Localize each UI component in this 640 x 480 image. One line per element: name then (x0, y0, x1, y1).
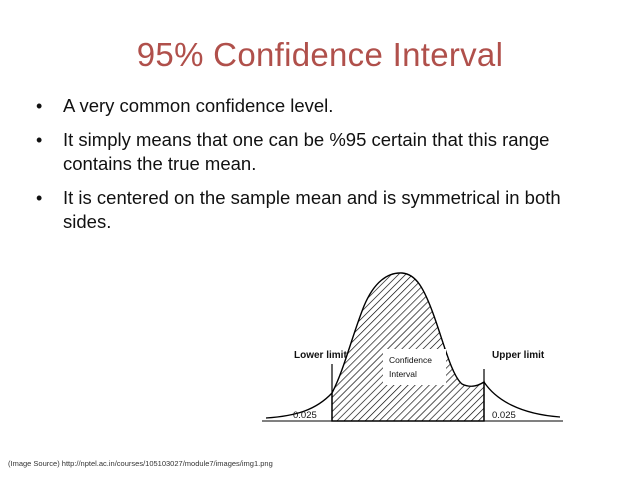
upper-limit-label: Upper limit (492, 350, 545, 361)
bullet-icon: • (36, 130, 43, 150)
left-tail-curve (265, 392, 333, 419)
bullet-item: • A very common confidence level. (34, 94, 614, 118)
right-tail-value: 0.025 (492, 410, 516, 421)
confidence-label-box (383, 349, 446, 385)
image-source-caption: (Image Source) http://nptel.ac.in/course… (8, 459, 273, 468)
left-tail-value: 0.025 (293, 410, 317, 421)
confidence-label-line1: Confidence (389, 355, 432, 365)
lower-limit-label: Lower limit (294, 350, 347, 361)
bullet-text: It simply means that one can be %95 cert… (63, 129, 550, 174)
bullet-text: It is centered on the sample mean and is… (63, 187, 561, 232)
bullet-list: • A very common confidence level. • It s… (34, 94, 614, 244)
right-tail-curve (483, 381, 561, 418)
bullet-icon: • (36, 96, 43, 116)
bullet-item: • It is centered on the sample mean and … (34, 186, 614, 234)
bullet-text: A very common confidence level. (63, 95, 334, 116)
bullet-icon: • (36, 188, 43, 208)
confidence-region (331, 272, 485, 422)
slide-title: 95% Confidence Interval (136, 36, 504, 73)
confidence-label-line2: Interval (389, 369, 417, 379)
normal-distribution-figure: Lower limit Upper limit Confidence Inter… (262, 272, 563, 422)
bullet-item: • It simply means that one can be %95 ce… (34, 128, 614, 176)
